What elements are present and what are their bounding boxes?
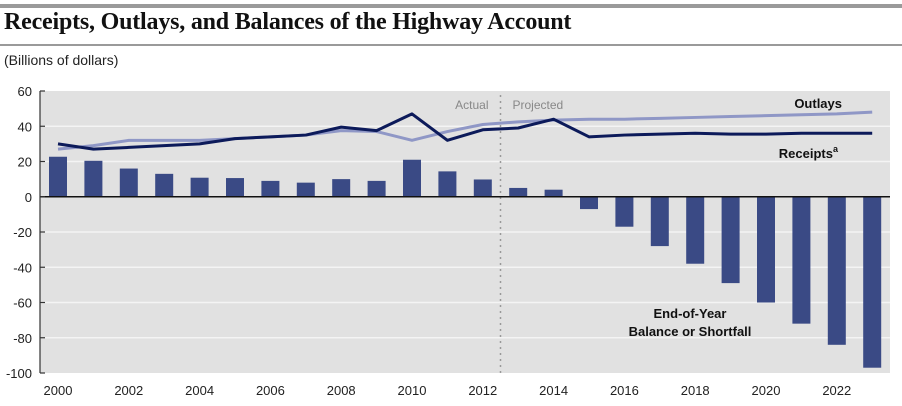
bar-series-label-line1: End-of-Year [654,306,727,321]
balance-bar [119,168,138,197]
y-tick-label: -100 [6,366,32,381]
x-tick-label: 2014 [539,383,568,398]
y-tick-label: 60 [18,84,32,99]
actual-label: Actual [455,98,488,112]
x-tick-label: 2016 [610,383,639,398]
receipts-line [57,112,873,151]
receipts-footnote-marker: a [833,144,839,154]
top-rule [0,4,902,8]
balance-bar [509,187,528,197]
x-tick-label: 2006 [256,383,285,398]
balance-bar [615,196,634,227]
balance-bar [403,159,421,197]
balance-bar [438,171,457,197]
x-tick-label: 2020 [752,383,781,398]
balance-bar [190,177,209,197]
y-tick-label: -80 [13,331,32,346]
receipts-label-text: Receipts [779,146,833,161]
chart-subtitle: (Billions of dollars) [4,52,119,68]
outlays-line [57,110,873,151]
x-tick-label: 2010 [398,383,427,398]
bar-series-label-line2: Balance or Shortfall [629,324,752,339]
x-tick-label: 2000 [44,383,73,398]
balance-bar [580,196,598,210]
y-tick-label: 40 [18,119,32,134]
balance-bar [49,156,67,197]
balance-bar [544,189,563,197]
x-tick-label: 2002 [114,383,143,398]
x-tick-label: 2022 [822,383,851,398]
balance-bar [155,173,174,197]
balance-bar [367,180,386,197]
y-tick-label: -20 [13,225,32,240]
y-tick-label: 0 [25,190,32,205]
balance-bar [261,180,280,197]
x-axis-ticks: 2000 2002 2004 2006 2008 2010 2012 2014 2016 2018… [44,383,852,398]
balance-bar [473,179,492,197]
x-tick-label: 2012 [468,383,497,398]
balance-bar [863,196,882,368]
receipts-label: Receiptsa [779,144,839,161]
chart-title: Receipts, Outlays, and Balances of the H… [4,9,572,35]
gridlines [40,125,890,339]
y-axis-ticks: 60 40 20 0 -20 -40 -60 -80 -100 [6,84,45,381]
projected-label: Projected [513,98,564,112]
balance-bar [84,160,103,197]
y-tick-label: -60 [13,296,32,311]
balance-bar [686,196,705,264]
y-tick-label: 20 [18,155,32,170]
x-tick-label: 2008 [327,383,356,398]
outlays-label: Outlays [794,96,842,111]
x-tick-label: 2018 [681,383,710,398]
balance-bar [650,196,669,247]
balance-bar [296,182,315,197]
x-tick-label: 2004 [185,383,214,398]
balance-bar [226,178,244,197]
balance-bar [757,196,775,303]
balance-bar [721,196,740,284]
balance-bar [827,196,846,345]
balance-bar [792,196,811,324]
y-tick-label: -40 [13,260,32,275]
title-rule [0,44,902,46]
bars [49,156,882,368]
balance-bar [332,179,351,197]
